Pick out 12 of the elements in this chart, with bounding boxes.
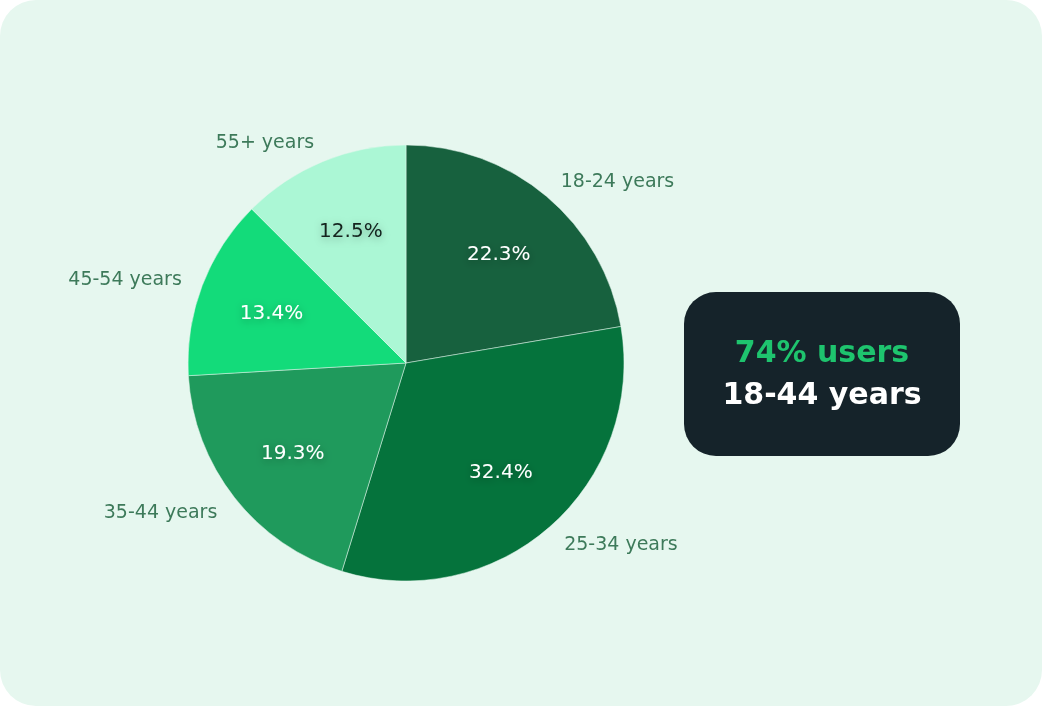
data-label: 32.4% [469,459,533,484]
data-label: 19.3% [261,439,325,464]
slice-label: 18-24 years [560,168,675,191]
data-label: 13.4% [239,299,304,324]
slice-label: 45-54 years [68,266,182,289]
text: 74% users [734,333,910,369]
data-label: 12.5% [319,218,383,243]
text: 18-44 years [722,375,922,411]
slice-label: 55+ years [215,130,315,153]
slice-label: 25-34 years [564,532,678,555]
slice-label: 35-44 years [103,499,218,522]
data-label: 22.3% [467,241,531,266]
